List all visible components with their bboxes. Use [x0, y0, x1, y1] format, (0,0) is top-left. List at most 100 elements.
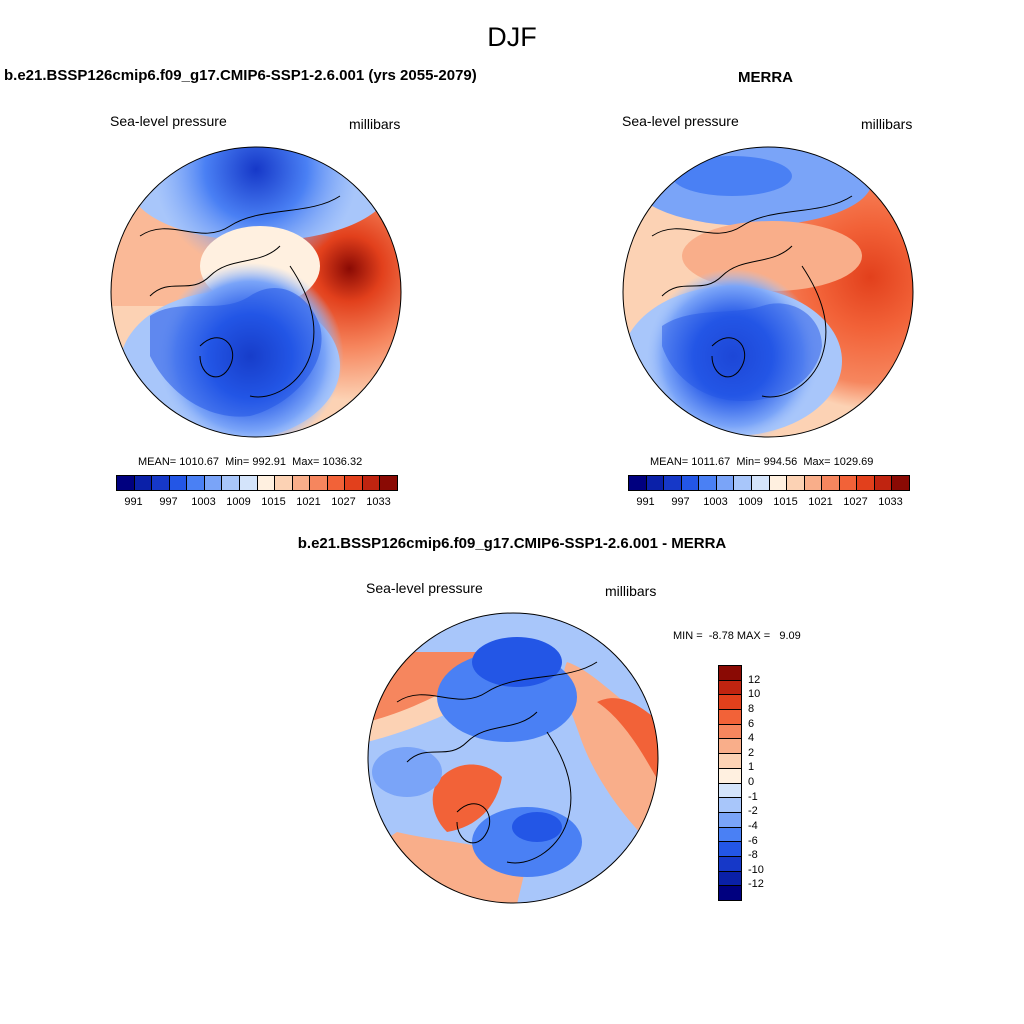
panel-1-colorbar-tick-label: 1009	[226, 496, 251, 508]
panel-3-colorbar-swatch	[719, 812, 741, 828]
panel-1-colorbar-swatch	[187, 476, 205, 490]
panel-1-mean-label: MEAN=	[138, 456, 177, 468]
panel-1-mean-value: 1010.67	[179, 456, 220, 468]
panel-2-colorbar-swatch	[734, 476, 752, 490]
panel-2-variable-label: Sea-level pressure	[622, 113, 739, 129]
panel-1-colorbar-swatch	[169, 476, 188, 490]
panel-1-colorbar-tick-label: 1021	[296, 496, 321, 508]
panel-3-colorbar-swatch	[719, 798, 741, 813]
panel-2-max-label: Max=	[803, 456, 831, 468]
panel-3-colorbar-tick-label: -10	[748, 863, 764, 876]
panel-2-colorbar-swatch	[646, 476, 665, 490]
panel-2-mean-label: MEAN=	[650, 456, 689, 468]
panel-3-colorbar-swatch	[719, 754, 741, 769]
panel-2-colorbar-swatch	[892, 476, 909, 490]
panel-3-colorbar-swatch	[719, 842, 741, 857]
panel-1-colorbar-swatch	[222, 476, 240, 490]
panel-1-colorbar-swatch	[292, 476, 311, 490]
panel-3-colorbar-swatch	[719, 710, 741, 725]
panel-2-colorbar-swatch	[699, 476, 717, 490]
panel-1-colorbar-swatch	[152, 476, 170, 490]
panel-3-units-label: millibars	[605, 583, 657, 599]
panel-1-colorbar-swatch	[345, 476, 363, 490]
panel-1-colorbar-tick-label: 1033	[366, 496, 391, 508]
panel-3-colorbar-tick-label: 2	[748, 746, 755, 759]
panel-3-colorbar-swatch	[719, 724, 741, 740]
panel-1-colorbar-swatch	[134, 476, 153, 490]
panel-3-colorbar-tick-label: 6	[748, 717, 755, 730]
panel-3-title: b.e21.BSSP126cmip6.f09_g17.CMIP6-SSP1-2.…	[297, 535, 727, 552]
panel-3-colorbar	[718, 665, 742, 901]
figure-title: DJF	[487, 22, 537, 52]
panel-2-colorbar-tick-label: 1021	[808, 496, 833, 508]
panel-2-colorbar-swatch	[629, 476, 647, 490]
panel-1-max-label: Max=	[292, 456, 320, 468]
panel-2-units-label: millibars	[861, 116, 913, 132]
panel-3-colorbar-swatch	[719, 695, 741, 711]
panel-3-colorbar-tick-label: 0	[748, 776, 755, 788]
panel-3-colorbar-tick-label: 10	[748, 688, 761, 701]
panel-2-colorbar-tick-label: 1003	[703, 496, 728, 508]
panel-3-colorbar-swatch	[719, 666, 741, 681]
panel-2-colorbar-tick-label: 1033	[878, 496, 903, 508]
panel-3-colorbar-swatch	[719, 827, 741, 843]
panel-3-colorbar-swatch	[719, 739, 741, 755]
panel-2-colorbar-swatch	[751, 476, 770, 490]
panel-3-colorbar-tick-label: -4	[748, 819, 758, 832]
panel-1-title: b.e21.BSSP126cmip6.f09_g17.CMIP6-SSP1-2.…	[4, 67, 477, 84]
panel-1-colorbar-swatch	[310, 476, 328, 490]
panel-1-colorbar-swatch	[275, 476, 293, 490]
panel-2-colorbar-swatch	[874, 476, 893, 490]
panel-3-colorbar-swatch	[719, 783, 741, 799]
panel-2-colorbar-swatch	[804, 476, 823, 490]
panel-2-colorbar-swatch	[857, 476, 875, 490]
panel-2-colorbar-swatch	[664, 476, 682, 490]
panel-1-units-label: millibars	[349, 116, 401, 132]
panel-3-colorbar-tick-label: 1	[748, 761, 755, 774]
panel-2-colorbar-swatch	[716, 476, 735, 490]
panel-3-colorbar-swatch	[719, 768, 741, 784]
panel-1-colorbar-swatch	[204, 476, 223, 490]
panel-2-min-label: Min=	[736, 456, 761, 468]
panel-3-colorbar-swatch	[719, 856, 741, 872]
panel-2-colorbar	[628, 475, 910, 491]
panel-1-colorbar	[116, 475, 398, 491]
panel-2-stats: MEAN= 1011.67 Min= 994.56 Max= 1029.69	[650, 456, 873, 468]
panel-3-colorbar-tick-label: -1	[748, 790, 758, 803]
panel-2-colorbar-tick-label: 997	[671, 496, 690, 508]
panel-2-min-value: 994.56	[763, 456, 798, 468]
panel-3-colorbar-tick-label: 8	[748, 702, 755, 715]
panel-1-colorbar-swatch	[117, 476, 135, 490]
panel-3-map	[367, 612, 659, 904]
panel-2-colorbar-swatch	[769, 476, 788, 490]
panel-2-colorbar-tick-label: 1027	[843, 496, 868, 508]
panel-1-colorbar-swatch	[327, 476, 346, 490]
panel-1-max-value: 1036.32	[322, 456, 363, 468]
panel-1-colorbar-tick-label: 1015	[261, 496, 286, 508]
panel-1-colorbar-swatch	[362, 476, 381, 490]
panel-3-colorbar-tick-label: 12	[748, 673, 761, 686]
panel-2-colorbar-tick-label: 1015	[773, 496, 798, 508]
panel-1-min-label: Min=	[225, 456, 250, 468]
panel-3-colorbar-tick-label: -8	[748, 849, 758, 862]
panel-3-colorbar-tick-label: -6	[748, 834, 758, 847]
panel-2-map	[622, 146, 914, 438]
panel-1-colorbar-swatch	[239, 476, 258, 490]
panel-2-colorbar-tick-label: 1009	[738, 496, 763, 508]
panel-3-colorbar-swatch	[719, 886, 741, 900]
panel-2-title: MERRA	[738, 69, 793, 86]
panel-1-map	[110, 146, 402, 438]
panel-1-min-value: 992.91	[252, 456, 287, 468]
panel-1-colorbar-tick-label: 1027	[331, 496, 356, 508]
panel-1-colorbar-swatch	[380, 476, 397, 490]
panel-2-colorbar-tick-label: 991	[636, 496, 655, 508]
panel-3-variable-label: Sea-level pressure	[366, 580, 483, 596]
panel-3-colorbar-swatch	[719, 871, 741, 887]
panel-2-colorbar-swatch	[839, 476, 858, 490]
panel-3-stats: MIN = -8.78 MAX = 9.09	[673, 630, 801, 642]
panel-2-max-value: 1029.69	[833, 456, 874, 468]
panel-1-stats: MEAN= 1010.67 Min= 992.91 Max= 1036.32	[138, 456, 362, 468]
panel-2-colorbar-swatch	[822, 476, 840, 490]
panel-2-colorbar-swatch	[787, 476, 805, 490]
panel-1-colorbar-tick-label: 1003	[191, 496, 216, 508]
